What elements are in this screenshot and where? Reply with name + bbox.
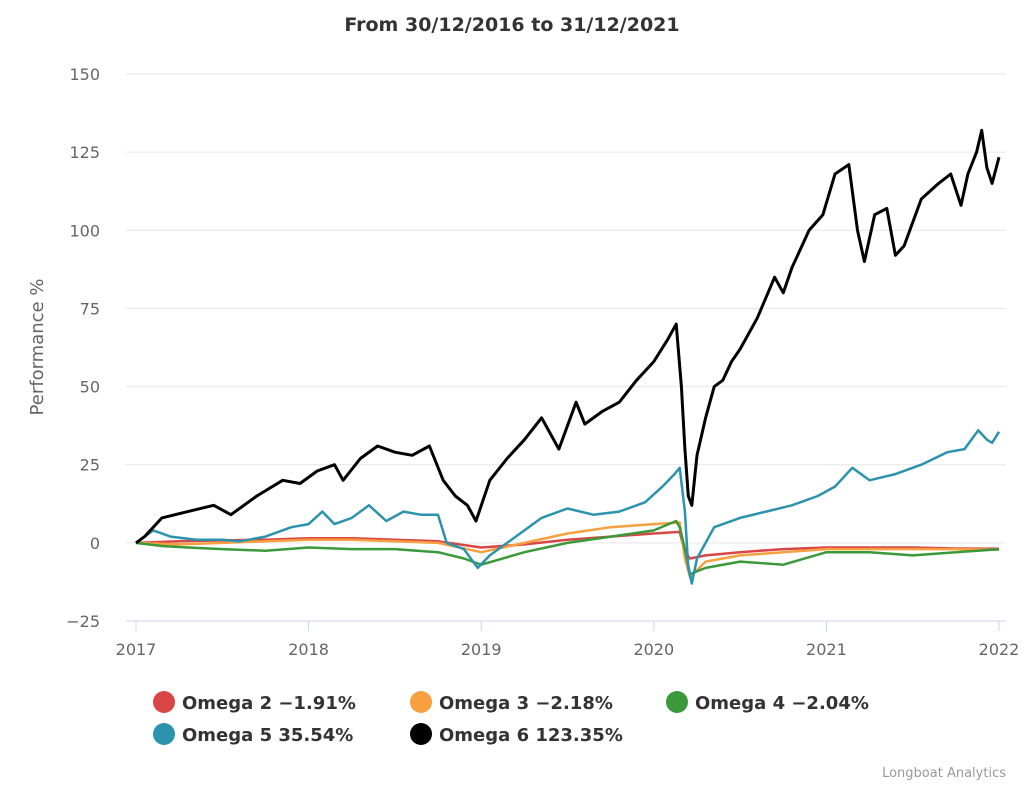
y-tick-label: 125 [69, 143, 100, 162]
x-tick-label: 2020 [633, 640, 674, 659]
series-line-4[interactable] [135, 429, 1001, 585]
y-tick-label: 50 [80, 378, 100, 397]
y-tick-label: −25 [66, 612, 100, 631]
series-line-5[interactable] [135, 128, 1001, 545]
x-tick-label: 2021 [806, 640, 847, 659]
legend-marker [153, 723, 175, 745]
legend-item-label[interactable]: Omega 6 123.35% [439, 725, 623, 746]
legend-item-label[interactable]: Omega 4 −2.04% [695, 693, 869, 714]
x-tick-label: 2019 [461, 640, 502, 659]
series-lines [135, 128, 1001, 585]
y-tick-label: 100 [69, 221, 100, 240]
y-axis-label: Performance % [27, 279, 48, 416]
x-axis-ticks: 2017 2018 2019 2020 2021 2022 [116, 620, 1020, 659]
legend-marker [153, 691, 175, 713]
y-tick-label: 0 [90, 534, 100, 553]
y-tick-label: 25 [80, 456, 100, 475]
y-axis-ticks: −25 0 25 50 75 100 125 150 [66, 65, 100, 631]
series-line-3[interactable] [135, 519, 1000, 576]
legend-item-label[interactable]: Omega 3 −2.18% [439, 693, 613, 714]
legend-marker [410, 691, 432, 713]
x-tick-label: 2018 [288, 640, 329, 659]
series-line-2[interactable] [135, 521, 1000, 579]
x-tick-label: 2017 [116, 640, 157, 659]
legend: Omega 2 −1.91% Omega 3 −2.18% Omega 4 −2.0… [153, 691, 869, 746]
series-line-1[interactable] [135, 530, 1000, 560]
chart-title: From 30/12/2016 to 31/12/2021 [344, 14, 679, 36]
y-tick-label: 150 [69, 65, 100, 84]
credits-text: Longboat Analytics [882, 766, 1006, 781]
legend-marker [410, 723, 432, 745]
x-tick-label: 2022 [979, 640, 1020, 659]
legend-item-label[interactable]: Omega 5 35.54% [182, 725, 353, 746]
grid-lines [126, 73, 1006, 622]
y-tick-label: 75 [80, 299, 100, 318]
legend-marker [666, 691, 688, 713]
legend-item-label[interactable]: Omega 2 −1.91% [182, 693, 356, 714]
